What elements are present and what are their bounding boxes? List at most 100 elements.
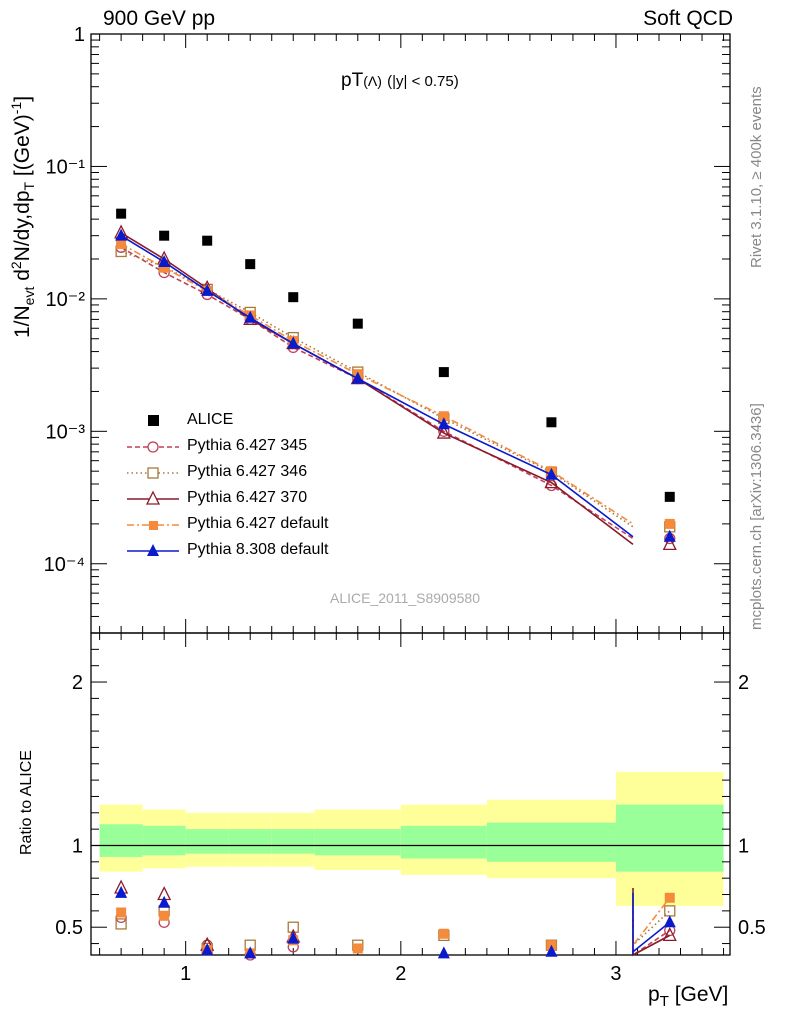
band-inner (99, 824, 143, 857)
ratio-point (545, 944, 558, 957)
main-point (158, 254, 171, 267)
main-series-4 (116, 238, 675, 529)
legend-label: Pythia 8.308 default (187, 541, 329, 558)
analysis-watermark: ALICE_2011_S8909580 (330, 590, 480, 606)
band-inner (142, 825, 186, 856)
main-y-axis-label: 1/Nevt d2N/dy,dpT [(GeV)-1] (8, 95, 38, 338)
ratio-point (115, 918, 127, 930)
main-point (115, 228, 128, 241)
main-point (202, 235, 213, 246)
main-point (245, 259, 256, 270)
rivet-version-label: Rivet 3.1.10, ≥ 400k events (748, 86, 765, 268)
ratio-series-0 (115, 911, 676, 961)
y-tick-label: 10⁻⁴ (44, 554, 85, 576)
legend-marker-pythia-345 (127, 441, 179, 453)
main-point (662, 535, 677, 551)
ratio-point (159, 910, 170, 921)
main-point (545, 467, 558, 480)
ratio-point (437, 946, 450, 959)
band-inner (185, 829, 229, 854)
ratio-uncertainty-bands (99, 771, 724, 906)
ratio-y-tick-label: 1 (72, 835, 83, 857)
ratio-y-tick-label-right: 1 (738, 835, 749, 857)
legend-label: Pythia 6.427 346 (187, 463, 308, 480)
band-inner (271, 829, 315, 854)
legend-label: Pythia 6.427 345 (187, 437, 308, 454)
main-point (438, 411, 449, 422)
ratio-y-tick-label: 0.5 (55, 917, 83, 939)
band-inner (486, 822, 616, 862)
axes: 1 2 3 10⁻⁴ 10⁻³ 10⁻² 10⁻¹ 1 0.5 0.5 1 1 2 2 (44, 24, 766, 985)
main-point (351, 371, 364, 384)
ratio-frame (90, 632, 731, 956)
main-point (244, 310, 257, 323)
y-tick-label: 1 (74, 24, 85, 46)
main-point (664, 518, 675, 529)
main-point (663, 529, 676, 542)
band-inner (400, 825, 487, 859)
ratio-point (438, 928, 449, 939)
main-point (544, 474, 559, 489)
x-tick-label: 1 (180, 963, 191, 985)
plot-title: pT(Λ) (|y| < 0.75) (341, 70, 459, 91)
main-point (438, 367, 449, 378)
legend-marker-pythia-8-default (127, 544, 179, 556)
main-point (352, 318, 363, 329)
main-series-line (120, 243, 634, 525)
ratio-series-4 (115, 885, 676, 959)
main-series-0 (116, 208, 675, 502)
main-point (201, 283, 214, 296)
band-inner (228, 829, 272, 854)
ratio-series-line (632, 892, 671, 955)
main-point (664, 491, 675, 502)
main-point (159, 230, 170, 241)
main-series-line (120, 246, 634, 540)
main-point (288, 292, 299, 303)
main-point (546, 417, 557, 428)
ratio-series-2 (114, 879, 677, 957)
ratio-point (663, 915, 676, 928)
ratio-y-tick-label-right: 0.5 (738, 917, 766, 939)
ratio-y-tick-label-right: 2 (738, 672, 749, 694)
ratio-point (664, 892, 675, 903)
legend-label: Pythia 6.427 370 (187, 489, 308, 506)
ratio-point (115, 885, 128, 898)
main-point (287, 336, 300, 349)
ratio-point (201, 943, 214, 956)
ratio-series-1 (115, 905, 676, 955)
legend-marker-alice (148, 415, 159, 426)
ratio-point (287, 931, 300, 944)
ratio-y-axis-label: Ratio to ALICE (18, 750, 35, 855)
mcplots-label: mcplots.cern.ch [arXiv:1306.3436] (748, 403, 765, 630)
ratio-point (116, 907, 127, 918)
y-tick-label: 10⁻¹ (46, 156, 86, 178)
ratio-series-3 (116, 892, 675, 959)
ratio-point (158, 895, 171, 908)
legend-label: Pythia 6.427 default (187, 515, 329, 532)
main-point (437, 417, 450, 430)
ratio-point (352, 943, 363, 954)
main-point (116, 208, 127, 219)
ratio-y-tick-label: 2 (72, 672, 83, 694)
x-tick-label: 3 (610, 963, 621, 985)
band-inner (314, 829, 401, 856)
y-tick-label: 10⁻² (46, 289, 86, 311)
legend-label: ALICE (187, 411, 234, 428)
legend-marker-pythia-6-default (127, 521, 179, 530)
main-point (159, 262, 170, 273)
main-point (436, 424, 451, 439)
main-series-5 (115, 228, 676, 542)
x-axis-label: pT [GeV] (648, 983, 729, 1011)
x-tick-label: 2 (395, 963, 406, 985)
band-inner (615, 804, 724, 872)
main-point (116, 238, 127, 249)
right-title: Soft QCD (643, 7, 733, 30)
ratio-point (662, 926, 677, 942)
legend-marker-pythia-370 (127, 490, 179, 505)
ratio-point (244, 946, 257, 959)
left-title: 900 GeV pp (103, 7, 216, 30)
legend-marker-pythia-346 (127, 467, 179, 479)
data-marks (114, 208, 677, 961)
y-tick-label: 10⁻³ (46, 421, 86, 443)
